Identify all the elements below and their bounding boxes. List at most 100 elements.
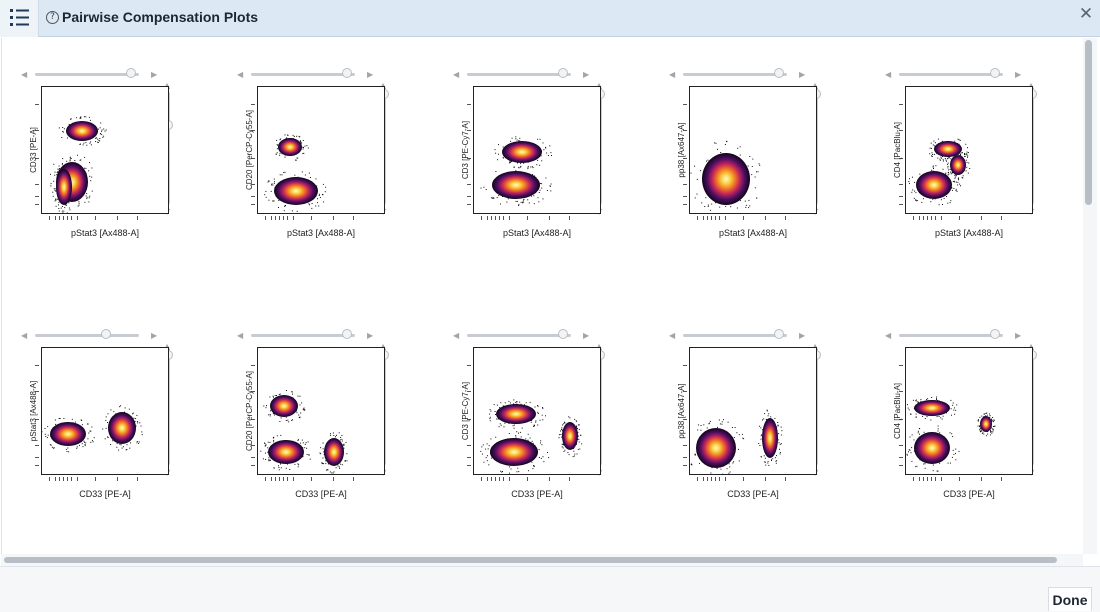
y-axis-label: CD3 [PE-Cy7-A] — [461, 381, 470, 441]
y-axis-ticks — [247, 100, 257, 212]
horizontal-compensation-slider[interactable] — [899, 334, 1003, 337]
y-axis-ticks — [463, 100, 473, 212]
x-axis-ticks — [263, 214, 363, 224]
slider-up-arrow[interactable]: ▲ — [1028, 343, 1034, 351]
horizontal-compensation-slider[interactable] — [467, 73, 571, 76]
horizontal-compensation-slider[interactable] — [251, 334, 355, 337]
slider-right-arrow[interactable]: ▶ — [151, 331, 158, 340]
density-cluster — [914, 432, 950, 464]
x-axis-label: CD33 [PE-A] — [511, 489, 563, 499]
y-axis-label: CD4 [PacBlu-A] — [893, 382, 902, 440]
horizontal-slider-knob[interactable] — [341, 68, 352, 78]
slider-left-arrow[interactable]: ◀ — [21, 70, 28, 79]
slider-left-arrow[interactable]: ◀ — [669, 331, 676, 340]
slider-right-arrow[interactable]: ▶ — [151, 70, 158, 79]
density-cluster — [496, 404, 536, 424]
x-axis-ticks — [479, 214, 579, 224]
horizontal-slider-knob[interactable] — [557, 329, 568, 339]
horizontal-slider-knob[interactable] — [989, 329, 1000, 339]
slider-left-arrow[interactable]: ◀ — [669, 70, 676, 79]
menu-button[interactable] — [0, 0, 39, 37]
slider-up-arrow[interactable]: ▲ — [596, 343, 602, 351]
density-plot — [905, 86, 1033, 214]
slider-up-arrow[interactable]: ▲ — [380, 82, 386, 90]
slider-right-arrow[interactable]: ▶ — [583, 331, 590, 340]
close-button[interactable]: ✕ — [1078, 4, 1094, 24]
horizontal-slider-knob[interactable] — [125, 68, 136, 78]
slider-up-arrow[interactable]: ▲ — [380, 343, 386, 351]
slider-right-arrow[interactable]: ▶ — [583, 70, 590, 79]
slider-left-arrow[interactable]: ◀ — [237, 331, 244, 340]
slider-left-arrow[interactable]: ◀ — [885, 70, 892, 79]
horizontal-slider-knob[interactable] — [989, 68, 1000, 78]
y-axis-label: pStat3 [Ax488-A] — [29, 380, 38, 442]
density-cluster — [490, 438, 538, 466]
compensation-plot-panel: ◀▶▲▼pStat3 [Ax488-A]CD3 [PE-Cy7-A] — [451, 66, 611, 266]
y-axis-ticks — [895, 361, 905, 473]
slider-up-arrow[interactable]: ▲ — [164, 343, 170, 351]
density-plot — [689, 347, 817, 475]
horizontal-compensation-slider[interactable] — [251, 73, 355, 76]
density-plot — [41, 86, 169, 214]
horizontal-slider-knob[interactable] — [341, 329, 352, 339]
slider-left-arrow[interactable]: ◀ — [21, 331, 28, 340]
density-plot — [41, 347, 169, 475]
density-plot — [473, 347, 601, 475]
slider-left-arrow[interactable]: ◀ — [237, 70, 244, 79]
slider-left-arrow[interactable]: ◀ — [453, 331, 460, 340]
compensation-plot-panel: ◀▶▲▼CD33 [PE-A]CD4 [PacBlu-A] — [883, 327, 1043, 527]
slider-right-arrow[interactable]: ▶ — [1015, 331, 1022, 340]
y-axis-label: CD33 [PE-A] — [29, 127, 38, 173]
horizontal-compensation-slider[interactable] — [683, 73, 787, 76]
density-cluster — [950, 155, 966, 175]
density-cluster — [562, 422, 578, 450]
density-cluster — [492, 171, 540, 199]
horizontal-compensation-slider[interactable] — [35, 334, 139, 337]
slider-left-arrow[interactable]: ◀ — [453, 70, 460, 79]
x-axis-label: pStat3 [Ax488-A] — [934, 228, 1004, 238]
help-icon[interactable]: ? — [46, 11, 59, 24]
slider-left-arrow[interactable]: ◀ — [885, 331, 892, 340]
slider-right-arrow[interactable]: ▶ — [367, 70, 374, 79]
y-axis-label: pp38 [Ax647-A] — [677, 383, 686, 439]
density-cluster — [934, 141, 962, 157]
y-axis-ticks — [679, 100, 689, 212]
y-axis-label: CD4 [PacBlu-A] — [893, 121, 902, 179]
slider-right-arrow[interactable]: ▶ — [799, 70, 806, 79]
slider-up-arrow[interactable]: ▲ — [812, 82, 818, 90]
slider-up-arrow[interactable]: ▲ — [1028, 82, 1034, 90]
horizontal-compensation-slider[interactable] — [899, 73, 1003, 76]
x-axis-label: pStat3 [Ax488-A] — [286, 228, 356, 238]
slider-right-arrow[interactable]: ▶ — [367, 331, 374, 340]
slider-up-arrow[interactable]: ▲ — [164, 82, 170, 90]
x-axis-ticks — [695, 475, 795, 485]
horizontal-slider-knob[interactable] — [557, 68, 568, 78]
horizontal-slider-knob[interactable] — [100, 329, 111, 339]
density-cluster — [56, 169, 72, 205]
y-axis-ticks — [463, 361, 473, 473]
horizontal-scrollbar-thumb[interactable] — [4, 557, 1057, 563]
slider-right-arrow[interactable]: ▶ — [1015, 70, 1022, 79]
density-cluster — [50, 422, 86, 446]
horizontal-slider-knob[interactable] — [773, 68, 784, 78]
slider-up-arrow[interactable]: ▲ — [812, 343, 818, 351]
slider-up-arrow[interactable]: ▲ — [596, 82, 602, 90]
density-plot — [257, 347, 385, 475]
density-cluster — [268, 440, 304, 464]
slider-right-arrow[interactable]: ▶ — [799, 331, 806, 340]
horizontal-compensation-slider[interactable] — [35, 73, 139, 76]
density-cluster — [502, 141, 542, 163]
density-cluster — [914, 400, 950, 416]
vertical-scrollbar-thumb[interactable] — [1085, 40, 1092, 205]
density-cluster — [980, 416, 992, 432]
x-axis-label: CD33 [PE-A] — [295, 489, 347, 499]
x-axis-label: pStat3 [Ax488-A] — [502, 228, 572, 238]
dialog-titlebar: ? Pairwise Compensation Plots ✕ — [0, 0, 1100, 37]
horizontal-compensation-slider[interactable] — [467, 334, 571, 337]
horizontal-slider-knob[interactable] — [773, 329, 784, 339]
done-button[interactable]: Done — [1048, 587, 1092, 611]
y-axis-ticks — [31, 100, 41, 212]
horizontal-compensation-slider[interactable] — [683, 334, 787, 337]
density-cluster — [696, 428, 736, 468]
compensation-plot-panel: ◀▶▲▼pStat3 [Ax488-A]CD20 [PerCP-Cy55-A] — [235, 66, 395, 266]
